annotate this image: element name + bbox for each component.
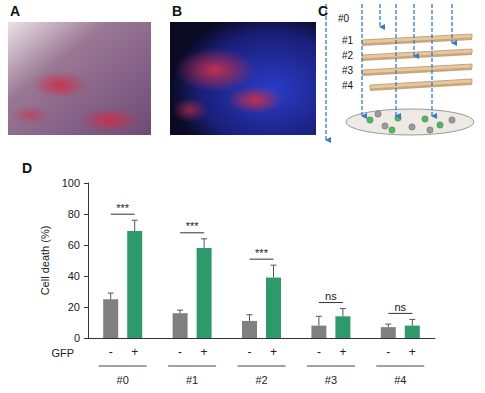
svg-text:C: C: [318, 3, 328, 19]
svg-text:0: 0: [74, 332, 80, 344]
svg-text:ns: ns: [325, 290, 337, 302]
svg-text:-: -: [386, 345, 390, 359]
svg-text:#0: #0: [117, 374, 129, 386]
svg-text:+: +: [201, 345, 208, 359]
svg-text:B: B: [172, 3, 182, 19]
svg-text:+: +: [270, 345, 277, 359]
svg-text:#2: #2: [342, 50, 354, 61]
svg-text:ns: ns: [394, 301, 406, 313]
svg-text:-: -: [248, 345, 252, 359]
svg-text:D: D: [22, 160, 32, 176]
svg-text:-: -: [109, 345, 113, 359]
svg-text:#0: #0: [338, 13, 350, 24]
svg-text:***: ***: [186, 220, 200, 232]
svg-text:+: +: [339, 345, 346, 359]
svg-text:100: 100: [62, 177, 80, 189]
svg-text:-: -: [178, 345, 182, 359]
svg-text:A: A: [10, 3, 20, 19]
svg-text:***: ***: [116, 202, 130, 214]
svg-text:40: 40: [68, 270, 80, 282]
svg-text:#1: #1: [342, 35, 354, 46]
svg-text:60: 60: [68, 239, 80, 251]
svg-text:-: -: [317, 345, 321, 359]
svg-text:GFP: GFP: [51, 347, 74, 359]
svg-text:***: ***: [255, 247, 269, 259]
svg-text:+: +: [131, 345, 138, 359]
svg-text:20: 20: [68, 301, 80, 313]
svg-text:#3: #3: [342, 65, 354, 76]
svg-text:#3: #3: [325, 374, 337, 386]
svg-text:80: 80: [68, 208, 80, 220]
svg-text:Cell death (%): Cell death (%): [39, 226, 51, 296]
svg-text:#4: #4: [342, 80, 354, 91]
svg-text:#4: #4: [394, 374, 406, 386]
svg-text:#1: #1: [186, 374, 198, 386]
svg-text:#2: #2: [255, 374, 267, 386]
svg-text:+: +: [409, 345, 416, 359]
